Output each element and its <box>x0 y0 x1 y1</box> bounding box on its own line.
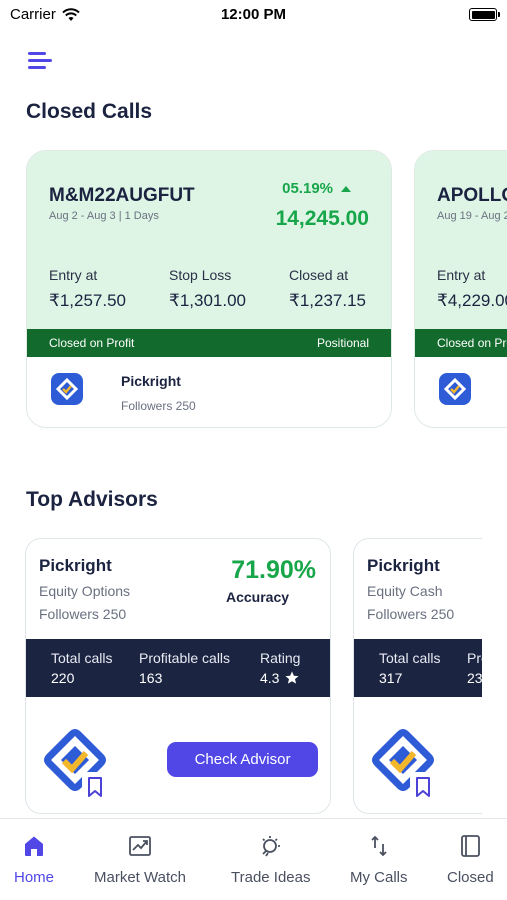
accuracy-value: 71.90% <box>231 556 316 584</box>
accuracy-label: Accuracy <box>226 589 290 605</box>
star-icon <box>285 671 299 684</box>
call-profit: 14,245.00 <box>275 207 369 230</box>
tab-market-watch[interactable]: Market Watch <box>94 819 186 900</box>
tab-label: Market Watch <box>94 869 186 886</box>
up-arrow-icon <box>341 185 351 192</box>
call-symbol: M&M22AUGFUT <box>49 185 195 206</box>
closed-calls-carousel[interactable]: M&M22AUGFUT Aug 2 - Aug 3 | 1 Days 05.19… <box>0 150 507 430</box>
pickright-logo-icon <box>439 373 471 405</box>
pickright-logo-icon <box>51 373 83 405</box>
call-advisor-name: Pickright <box>121 373 181 389</box>
profitable-calls-label: Profitable calls <box>467 650 482 666</box>
call-status: Closed on Profit <box>49 336 135 350</box>
tab-home[interactable]: Home <box>14 819 54 900</box>
bookmark-icon[interactable] <box>82 772 108 802</box>
closed-at-value: ₹1,237.15 <box>289 291 366 310</box>
closed-call-card[interactable]: M&M22AUGFUT Aug 2 - Aug 3 | 1 Days 05.19… <box>26 150 392 428</box>
profitable-calls-label: Profitable calls <box>139 650 231 666</box>
call-status-strip: Closed on Profit Positional <box>27 329 391 357</box>
tab-closed[interactable]: Closed <box>447 819 494 900</box>
entry-label: Entry at <box>49 267 98 283</box>
call-advisor-followers: Followers 250 <box>121 399 196 413</box>
total-calls-label: Total calls <box>51 650 113 666</box>
tab-label: My Calls <box>350 869 408 886</box>
call-percent: 05.19% <box>282 180 351 197</box>
carrier-label: Carrier <box>10 6 56 23</box>
call-date-range: Aug 19 - Aug 22 <box>437 210 507 222</box>
closed-calls-title: Closed Calls <box>26 100 153 123</box>
chart-icon <box>129 836 151 856</box>
call-date-range: Aug 2 - Aug 3 | 1 Days <box>49 210 159 222</box>
stop-loss-label: Stop Loss <box>169 267 232 283</box>
clock: 12:00 PM <box>220 6 287 23</box>
advisor-stats: Total calls 317 Profitable calls 234 <box>354 639 482 697</box>
rating-label: Rating <box>260 650 301 666</box>
advisor-followers: Followers 250 <box>39 606 127 622</box>
tab-label: Trade Ideas <box>231 869 311 886</box>
carrier: Carrier <box>10 6 80 23</box>
call-status: Closed on Profit <box>437 336 507 350</box>
total-calls-value: 220 <box>51 670 75 686</box>
check-advisor-button[interactable]: Check Advisor <box>167 742 318 777</box>
entry-label: Entry at <box>437 267 486 283</box>
call-card-header: APOLLOHOSP Aug 19 - Aug 22 Entry at ₹4,2… <box>415 151 507 329</box>
rating-value: 4.3 <box>260 670 280 686</box>
lightbulb-icon <box>262 836 280 857</box>
tab-my-calls[interactable]: My Calls <box>350 819 408 900</box>
top-advisors-carousel[interactable]: Pickright Equity Options Followers 250 7… <box>0 538 482 818</box>
battery-icon <box>469 8 500 21</box>
profitable-calls-value: 234 <box>467 670 482 686</box>
tab-label: Closed <box>447 869 494 886</box>
advisor-stats: Total calls 220 Profitable calls 163 Rat… <box>26 639 330 697</box>
entry-value: ₹1,257.50 <box>49 291 126 310</box>
bottom-tab-bar: Home Market Watch Trade Ideas My Calls C… <box>0 818 507 900</box>
total-calls-value: 317 <box>379 670 403 686</box>
advisor-name: Pickright <box>39 556 112 575</box>
wifi-icon <box>62 7 80 21</box>
status-bar: Carrier 12:00 PM <box>0 0 507 30</box>
call-tag: Positional <box>316 336 369 350</box>
advisor-name: Pickright <box>367 556 440 575</box>
closed-call-card[interactable]: APOLLOHOSP Aug 19 - Aug 22 Entry at ₹4,2… <box>414 150 507 428</box>
call-symbol: APOLLOHOSP <box>437 185 507 206</box>
closed-at-label: Closed at <box>289 267 349 283</box>
up-down-arrows-icon <box>371 835 387 857</box>
advisor-type: Equity Options <box>39 583 131 599</box>
advisor-card[interactable]: Pickright Equity Options Followers 250 7… <box>25 538 331 814</box>
home-icon <box>25 836 43 856</box>
tab-trade-ideas[interactable]: Trade Ideas <box>231 819 311 900</box>
rating: 4.3 <box>260 670 299 686</box>
advisor-followers: Followers 250 <box>367 606 455 622</box>
advisor-type: Equity Cash <box>367 583 443 599</box>
top-advisors-title: Top Advisors <box>26 488 158 511</box>
bookmark-icon[interactable] <box>410 772 436 802</box>
call-status-strip: Closed on Profit <box>415 329 507 357</box>
profitable-calls-value: 163 <box>139 670 163 686</box>
book-icon <box>461 835 481 857</box>
tab-label: Home <box>14 869 55 886</box>
call-percent-value: 05.19% <box>282 180 333 197</box>
call-card-header: M&M22AUGFUT Aug 2 - Aug 3 | 1 Days 05.19… <box>27 151 391 329</box>
advisor-card[interactable]: Pickright Equity Cash Followers 250 Tota… <box>353 538 482 814</box>
stop-loss-value: ₹1,301.00 <box>169 291 246 310</box>
total-calls-label: Total calls <box>379 650 441 666</box>
menu-icon[interactable] <box>28 50 54 72</box>
entry-value: ₹4,229.00 <box>437 291 507 310</box>
